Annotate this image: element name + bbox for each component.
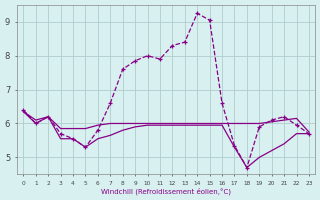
X-axis label: Windchill (Refroidissement éolien,°C): Windchill (Refroidissement éolien,°C) [101,188,231,195]
